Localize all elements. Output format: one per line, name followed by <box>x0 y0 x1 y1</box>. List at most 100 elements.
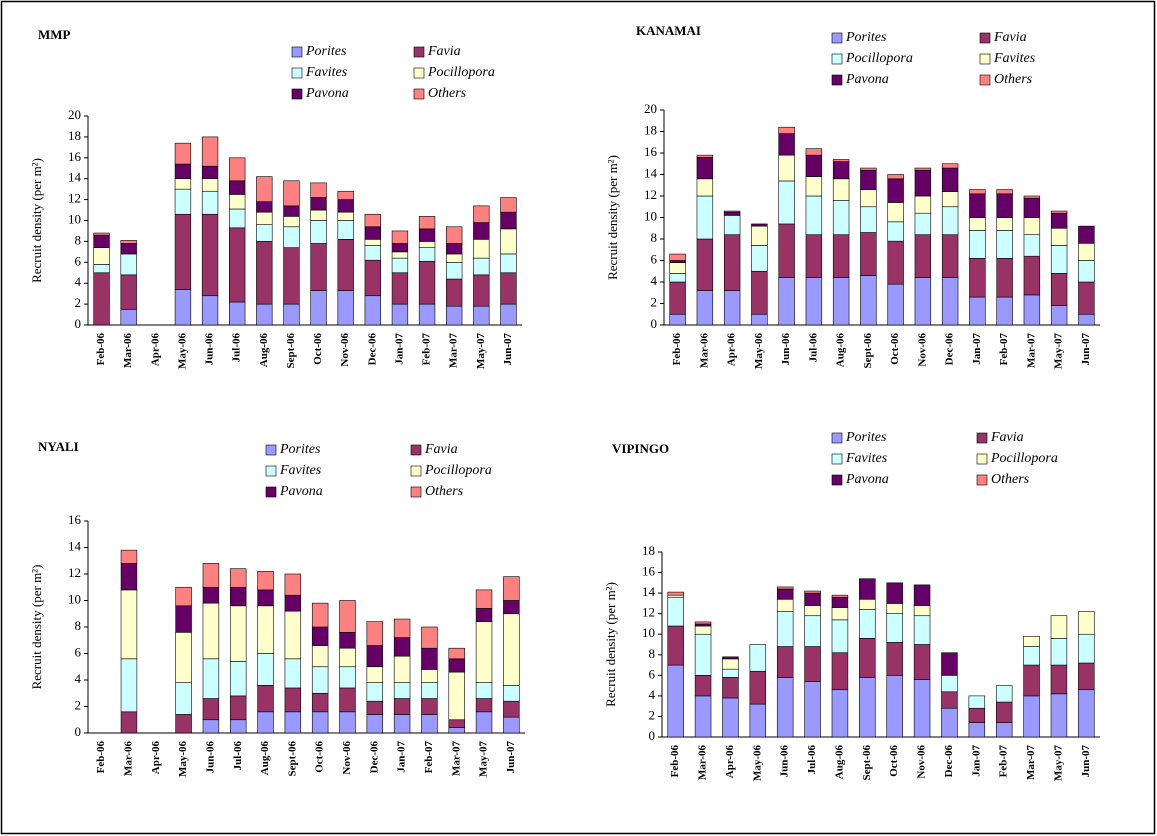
y-axis-label: Recruit density (per m²) <box>603 582 618 707</box>
bar-segment <box>941 652 958 676</box>
legend-swatch <box>410 444 422 456</box>
legend-label: Pocillopora <box>427 65 495 80</box>
x-tick-label: Jan-07 <box>970 745 982 777</box>
bar-segment <box>859 578 876 600</box>
bar-segment <box>310 182 327 198</box>
legend-swatch <box>979 32 991 44</box>
bar-segment <box>391 251 409 259</box>
bar-segment <box>696 195 714 240</box>
bar-segment <box>831 689 849 738</box>
legend-label: Pavona <box>279 484 323 499</box>
bar-segment <box>120 589 138 660</box>
y-tick-label: 2 <box>75 295 82 310</box>
bar-segment <box>751 245 768 272</box>
bar-segment <box>503 716 520 734</box>
bar-segment <box>418 216 436 230</box>
bar-segment <box>831 607 849 621</box>
bar-segment <box>229 695 247 721</box>
bar-segment <box>886 603 903 614</box>
bar-segment <box>696 290 714 326</box>
bar-segment <box>201 213 219 297</box>
bar-segment <box>473 257 490 276</box>
bar-segment <box>969 193 986 218</box>
bar-segment <box>1050 305 1068 326</box>
x-tick-label: Sept-06 <box>861 745 873 781</box>
bar-segment <box>201 136 219 167</box>
legend-label: Porites <box>845 30 887 45</box>
x-tick-label: May-06 <box>177 741 189 778</box>
legend-swatch <box>265 465 277 477</box>
bar-segment <box>393 655 411 683</box>
bar-segment <box>175 714 192 734</box>
bar-segment <box>202 658 220 699</box>
bar-segment <box>418 260 436 305</box>
legend-label: Favites <box>993 51 1036 66</box>
bar-segment <box>968 695 986 709</box>
bar-segment <box>229 568 247 588</box>
bar-segment <box>503 613 520 686</box>
bar-segment <box>859 598 876 610</box>
bar-segment <box>941 234 959 278</box>
bar-segment <box>941 277 959 326</box>
bar-segment <box>1023 217 1041 236</box>
x-tick-label: Sept-06 <box>286 741 298 777</box>
bar-segment <box>969 217 986 231</box>
bar-segment <box>1050 664 1068 695</box>
bar-segment <box>503 576 520 601</box>
bar-segment <box>723 211 741 216</box>
y-tick-label: 4 <box>75 671 82 686</box>
bar-segment <box>669 262 686 274</box>
bar-segment <box>393 698 411 715</box>
x-tick-label: Feb-06 <box>671 333 683 366</box>
x-tick-label: Feb-06 <box>95 333 107 366</box>
y-tick-label: 12 <box>642 605 655 620</box>
bar-segment <box>256 224 273 242</box>
legend-label: Pocillopora <box>990 451 1058 466</box>
bar-segment <box>667 625 684 666</box>
bar-segment <box>995 701 1013 723</box>
bar-segment <box>696 238 714 291</box>
bar-segment <box>722 697 739 738</box>
bar-segment <box>832 200 850 236</box>
bar-segment <box>339 687 356 713</box>
bar-segment <box>475 621 493 683</box>
bar-segment <box>1050 227 1068 246</box>
bar-segment <box>120 711 138 734</box>
bar-segment <box>667 594 684 598</box>
bar-segment <box>448 727 465 734</box>
bar-segment <box>446 253 463 263</box>
bar-segment <box>120 658 138 713</box>
bar-segment <box>831 594 849 598</box>
bar-segment <box>393 714 411 734</box>
bar-segment <box>391 272 409 305</box>
bar-segment <box>93 264 110 274</box>
y-tick-label: 10 <box>644 208 657 223</box>
bar-segment <box>696 157 714 180</box>
bar-segment <box>500 253 517 274</box>
y-tick-label: 18 <box>68 128 81 143</box>
bar-segment <box>941 206 959 236</box>
bar-segment <box>1078 689 1095 738</box>
bar-segment <box>832 178 850 201</box>
bar-segment <box>696 178 714 197</box>
x-tick-label: Nov-06 <box>341 741 353 775</box>
bar-segment <box>120 240 137 244</box>
bar-segment <box>364 226 381 240</box>
bar-segment <box>418 303 436 326</box>
bar-segment <box>500 211 517 230</box>
bar-segment <box>723 234 741 291</box>
y-tick-label: 8 <box>75 232 82 247</box>
x-tick-label: May-06 <box>751 745 763 782</box>
legend-swatch <box>831 432 843 444</box>
bar-segment <box>174 188 192 215</box>
bar-segment <box>120 563 138 591</box>
legend-swatch <box>831 53 843 65</box>
bar-segment <box>776 598 794 612</box>
bar-segment <box>473 222 490 240</box>
bar-segment <box>366 666 384 683</box>
bar-segment <box>256 303 273 326</box>
bar-segment <box>669 313 686 326</box>
x-tick-label: Mar-06 <box>697 745 709 781</box>
